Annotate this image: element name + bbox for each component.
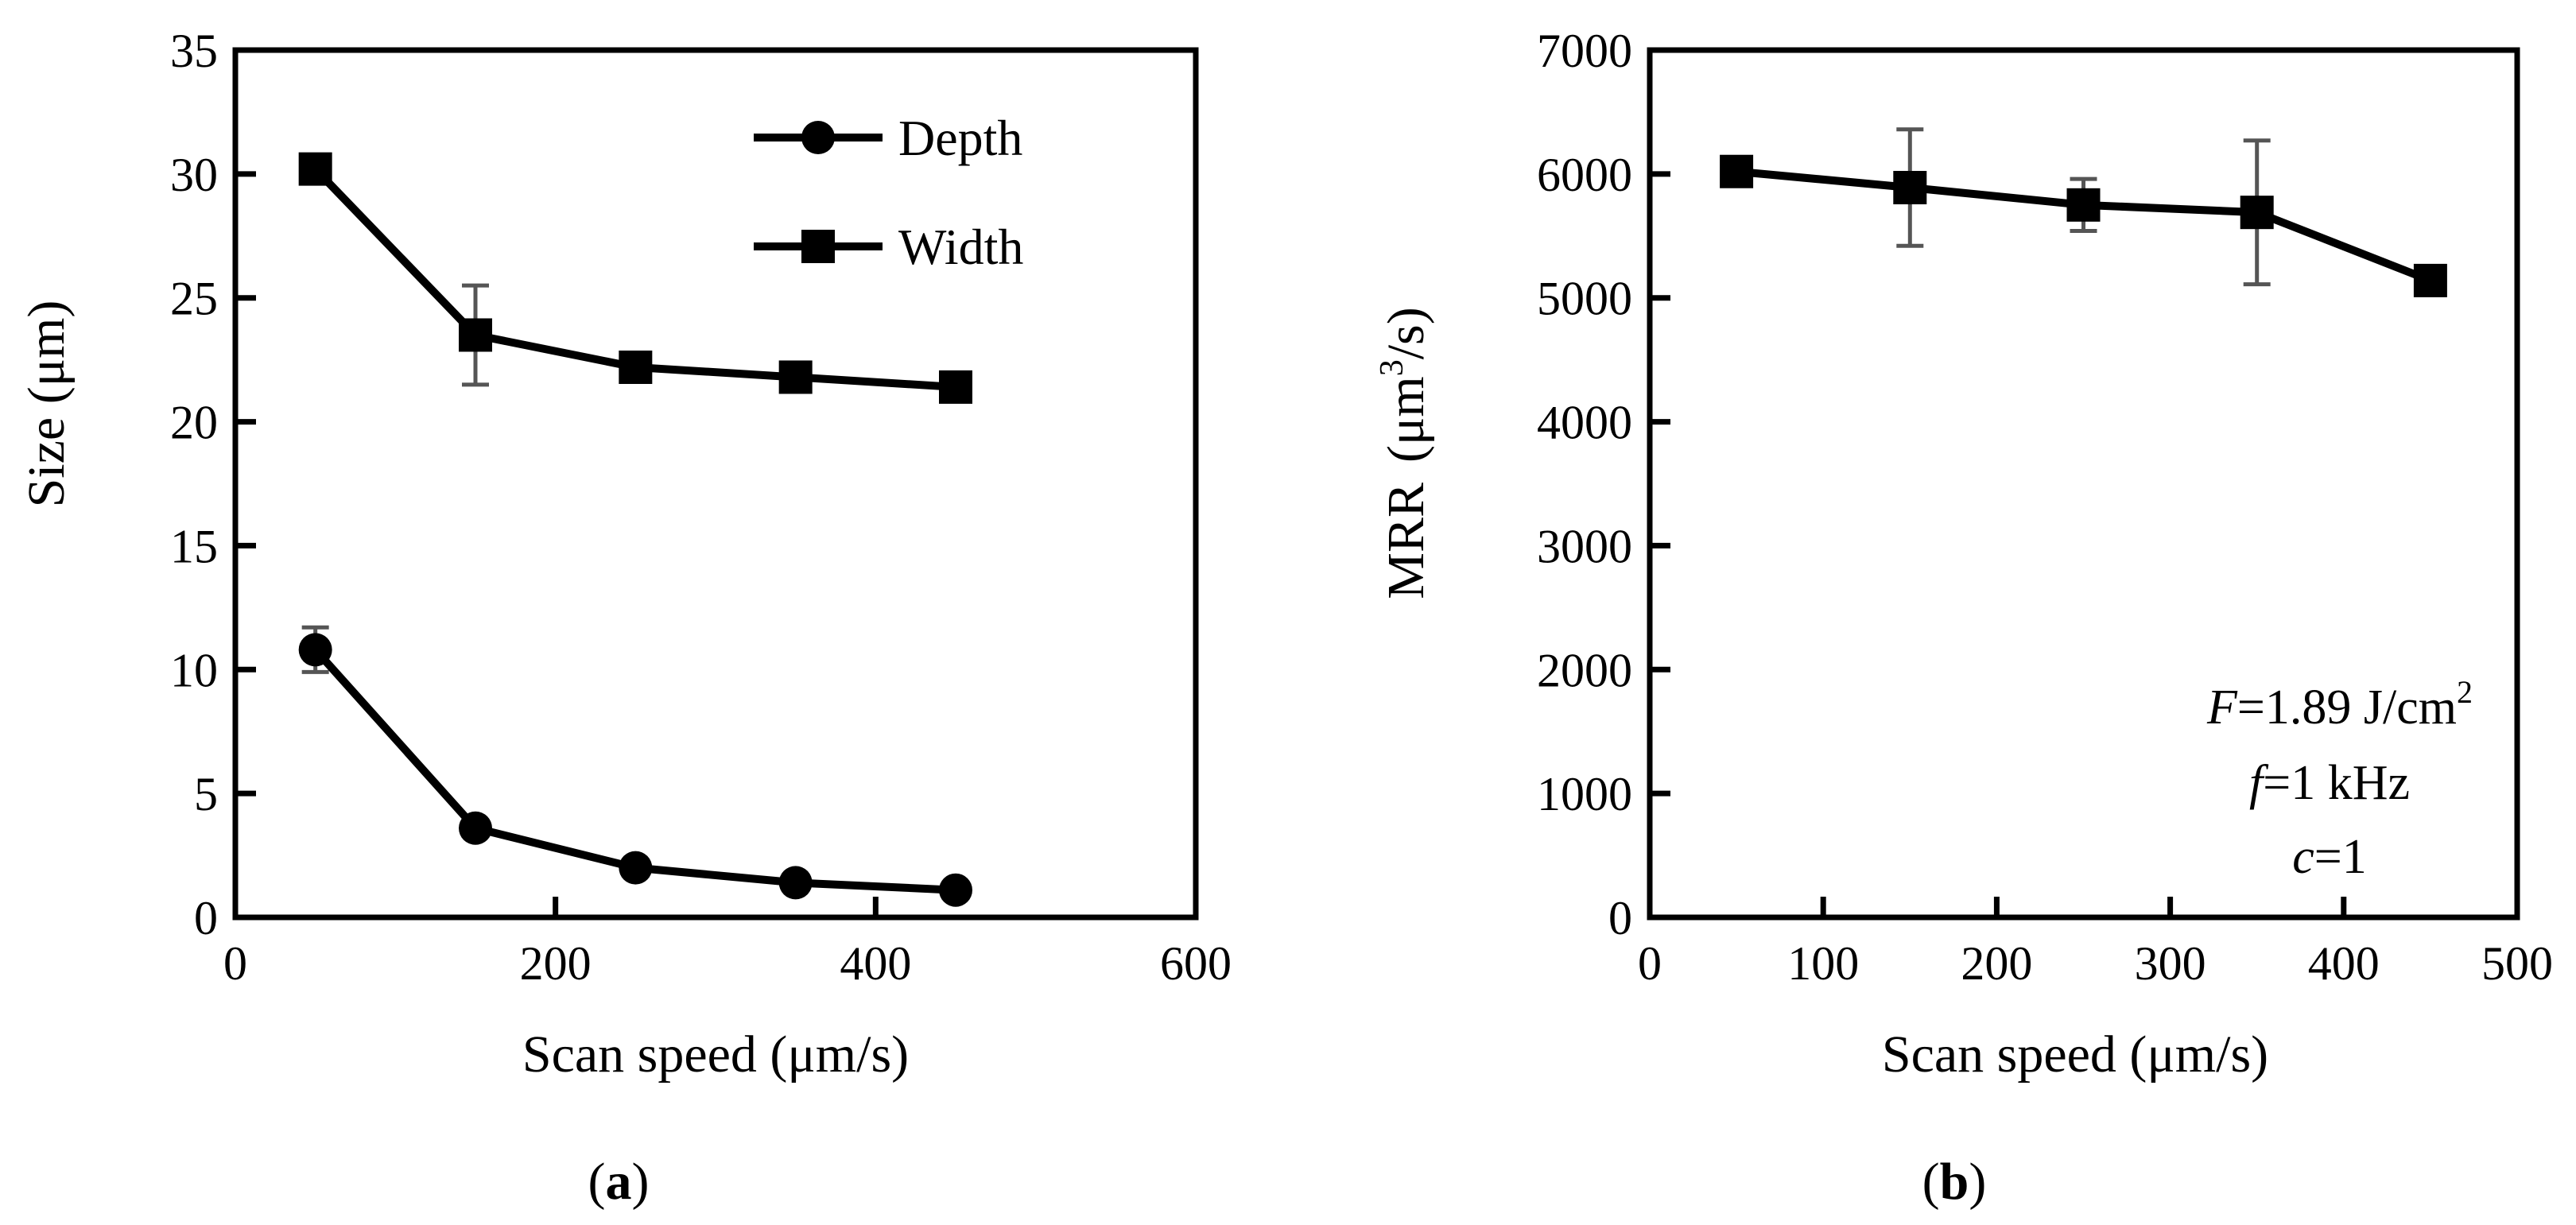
panel-b-mrr-point — [2413, 263, 2447, 297]
panel-a-legend: Depth Width — [754, 110, 1023, 275]
panel-b-ytick-label: 2000 — [1537, 644, 1632, 696]
panel-a-depth-point — [939, 873, 972, 907]
annotation-coefficient-var: c — [2292, 830, 2314, 884]
panel-a-ytick-label: 10 — [170, 644, 218, 696]
panel-b-xtick-label: 300 — [2135, 937, 2206, 990]
panel-b-annotations: F=1.89 J/cm2 f=1 kHz c=1 — [2206, 674, 2473, 884]
annotation-fluence-text: =1.89 J/cm — [2237, 680, 2457, 735]
annotation-frequency: f=1 kHz — [2249, 756, 2410, 810]
panel-b-chart: 0 100 200 300 400 500010002000300040005000600… — [1374, 25, 2553, 1211]
panel-a-ytick-label: 30 — [170, 149, 218, 201]
legend-width-label: Width — [898, 219, 1023, 275]
annotation-coefficient-text: =1 — [2314, 830, 2367, 884]
annotation-coefficient: c=1 — [2292, 830, 2367, 884]
panel-a-label: (a) — [588, 1153, 650, 1211]
panel-a-xtick-label: 400 — [840, 937, 911, 990]
legend-depth-marker — [801, 121, 835, 154]
panel-b-ytick-label: 5000 — [1537, 273, 1632, 325]
panel-b-frame — [1647, 47, 2520, 921]
panel-a-chart: 0 200 400 600 0 5 10 15 20 25 30 35 Scan speed (μm/… — [17, 25, 1232, 1211]
panel-b-xtick-label: 100 — [1787, 937, 1859, 990]
panel-b-mrr-point — [2240, 196, 2274, 230]
panel-b-ytick-label: 0 — [1608, 892, 1632, 944]
panel-a-width-point — [939, 370, 972, 404]
panel-a-ytick-label: 5 — [194, 768, 218, 820]
annotation-fluence: F=1.89 J/cm2 — [2206, 674, 2473, 735]
panel-b-xtick-label: 500 — [2481, 937, 2553, 990]
panel-b-ylabel: MRR (μm3/s) — [1374, 307, 1435, 599]
panel-a-depth-point — [619, 851, 653, 885]
panel-b-xtick-label: 400 — [2308, 937, 2380, 990]
annotation-frequency-text: =1 kHz — [2263, 756, 2410, 810]
panel-b-ytick-label: 6000 — [1537, 149, 1632, 201]
panel-b-ytick-label: 4000 — [1537, 397, 1632, 449]
panel-a-depth-point — [298, 633, 332, 667]
panel-b-letter: b — [1940, 1153, 1969, 1211]
panel-a-depth-point — [778, 866, 813, 900]
panel-b-mrr-point — [1893, 171, 1927, 205]
legend-depth-label: Depth — [898, 110, 1022, 166]
panel-b-mrr-point — [1720, 154, 1754, 188]
panel-a-width-point — [619, 350, 653, 384]
panel-a-frame — [232, 47, 1199, 921]
panel-a-xlabel: Scan speed (μm/s) — [522, 1025, 909, 1084]
panel-a-depth-point — [459, 811, 492, 845]
annotation-fluence-sup: 2 — [2457, 674, 2473, 710]
panel-a-ytick-label: 0 — [194, 892, 218, 944]
panel-b-label: (b) — [1922, 1153, 1987, 1211]
panel-b-xtick-label: 0 — [1638, 937, 1662, 990]
panel-b-ytick-label: 3000 — [1537, 520, 1632, 572]
panel-b-ylabel-unit: (μm — [1377, 376, 1435, 463]
legend-width-marker — [801, 230, 835, 263]
panel-a-ytick-label: 15 — [170, 520, 218, 572]
panel-a-ytick-label: 25 — [170, 273, 218, 325]
panel-a-ytick-label: 20 — [170, 397, 218, 449]
annotation-fluence-var: F — [2206, 680, 2238, 735]
panel-b-ytick-label: 1000 — [1537, 768, 1632, 820]
panel-a-ylabel: Size (μm) — [17, 300, 76, 508]
panel-a-width-point — [459, 318, 492, 352]
panel-b-xlabel: Scan speed (μm/s) — [1882, 1025, 2268, 1084]
panel-a-width-point — [298, 152, 332, 186]
panel-b-ylabel-sup: 3 — [1374, 359, 1410, 376]
panel-b-mrr-point — [2066, 188, 2101, 222]
panel-a-letter: a — [606, 1153, 632, 1211]
panel-a-ytick-label: 35 — [170, 25, 218, 77]
panel-b-xtick-label: 200 — [1961, 937, 2032, 990]
panel-b-ylabel-main: MRR — [1377, 483, 1435, 599]
panel-a-xtick-label: 200 — [520, 937, 592, 990]
panel-a-xtick-label: 600 — [1160, 937, 1232, 990]
panel-b-ytick-label: 7000 — [1537, 25, 1632, 77]
panel-a-xtick-label: 0 — [223, 937, 247, 990]
panel-a-width-point — [778, 360, 813, 394]
panel-b-ylabel-tail: /s) — [1377, 307, 1435, 359]
